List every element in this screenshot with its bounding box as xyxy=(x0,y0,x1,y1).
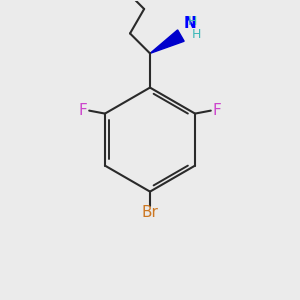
Text: F: F xyxy=(213,103,222,118)
Text: Br: Br xyxy=(142,205,158,220)
Text: H: H xyxy=(191,28,201,40)
Text: F: F xyxy=(78,103,87,118)
Text: H: H xyxy=(188,14,197,28)
Text: N: N xyxy=(183,16,196,31)
Polygon shape xyxy=(150,30,184,53)
